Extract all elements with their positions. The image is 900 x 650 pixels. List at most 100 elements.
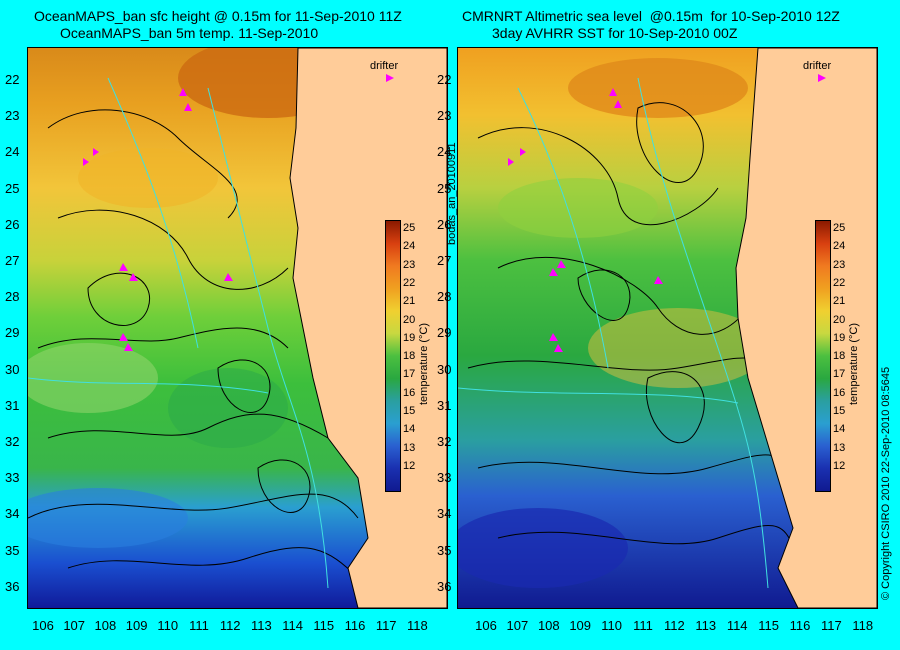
- right-x-tick: 109: [569, 618, 592, 633]
- right-colorbar-tick: 15: [833, 405, 846, 417]
- right-y-tick: 35: [437, 542, 452, 558]
- right-y-tick: 33: [437, 470, 452, 486]
- left-map-svg: [28, 48, 447, 608]
- right-drifter-arrow-icon: [818, 74, 826, 82]
- right-x-tick: 114: [726, 618, 748, 633]
- left-title-line1: OceanMAPS_ban sfc height @ 0.15m for 11-…: [34, 8, 402, 24]
- right-x-tick: 112: [664, 618, 685, 633]
- right-y-tick: 22: [437, 72, 452, 87]
- right-y-tick: 26: [437, 216, 452, 232]
- right-colorbar-tick: 19: [833, 331, 846, 344]
- left-y-tick: 36: [5, 578, 20, 594]
- right-y-tick: 23: [437, 108, 452, 124]
- right-x-tick: 106: [475, 618, 497, 633]
- left-colorbar-tick: 25: [403, 222, 416, 234]
- right-colorbar-tick: 18: [833, 350, 846, 363]
- left-colorbar-tick: 22: [403, 276, 416, 289]
- left-x-tick: 113: [251, 618, 272, 633]
- left-x-tick: 110: [157, 618, 179, 633]
- right-colorbar-tick: 25: [833, 222, 846, 234]
- left-y-tick: 35: [5, 542, 20, 558]
- right-x-tick: 116: [789, 618, 811, 633]
- right-y-tick: 24: [437, 144, 452, 160]
- left-colorbar-tick: 23: [403, 258, 416, 271]
- right-x-tick: 113: [695, 618, 717, 633]
- left-colorbar-tick: 14: [403, 423, 416, 436]
- run-id-label: bodas_an_20100911: [446, 142, 458, 245]
- left-y-tick: 30: [5, 361, 20, 377]
- left-colorbar: [385, 220, 401, 492]
- right-title-line2: 3day AVHRR SST for 10-Sep-2010 00Z: [492, 25, 738, 41]
- copyright-label: © Copyright CSIRO 2010 22-Sep-2010 08:56…: [880, 366, 892, 600]
- left-colorbar-tick: 24: [403, 240, 416, 253]
- left-colorbar-tick: 15: [403, 405, 416, 417]
- left-colorbar-tick: 20: [403, 313, 416, 326]
- right-colorbar-tick: 23: [833, 258, 846, 271]
- right-y-tick: 32: [437, 434, 452, 449]
- right-x-tick: 118: [852, 618, 874, 633]
- right-y-tick: 29: [437, 325, 452, 341]
- right-colorbar-tick: 12: [833, 459, 846, 472]
- right-x-tick: 108: [537, 618, 560, 633]
- left-drifter-label: drifter: [370, 60, 399, 72]
- right-colorbar-tick: 24: [833, 240, 846, 253]
- left-x-tick: 117: [375, 618, 397, 633]
- left-y-tick: 23: [5, 108, 20, 124]
- right-x-tick: 107: [506, 618, 529, 633]
- left-colorbar-tick: 17: [403, 368, 416, 381]
- right-colorbar-tick: 21: [833, 295, 846, 308]
- left-title-line2: OceanMAPS_ban 5m temp. 11-Sep-2010: [60, 25, 319, 41]
- right-y-tick: 31: [437, 397, 452, 413]
- right-colorbar-tick: 16: [833, 386, 846, 399]
- right-y-tick: 34: [437, 506, 452, 522]
- left-colorbar-tick: 19: [403, 331, 416, 344]
- right-colorbar: [815, 220, 831, 492]
- right-y-tick: 30: [437, 361, 452, 377]
- right-colorbar-tick: 20: [833, 313, 846, 326]
- left-colorbar-tick: 21: [403, 295, 416, 308]
- left-x-tick: 116: [344, 618, 366, 633]
- left-x-tick: 118: [407, 618, 428, 633]
- right-colorbar-tick: 14: [833, 423, 846, 436]
- left-x-tick: 114: [282, 618, 303, 633]
- left-map-panel: [27, 47, 448, 609]
- right-map-panel: [457, 47, 878, 609]
- left-x-tick: 112: [219, 618, 241, 633]
- left-colorbar-tick: 18: [403, 350, 416, 363]
- left-y-tick: 34: [5, 506, 20, 522]
- left-x-tick: 108: [94, 618, 117, 633]
- right-y-tick: 28: [437, 289, 452, 305]
- right-y-tick: 36: [437, 578, 452, 594]
- right-x-tick: 110: [601, 618, 622, 633]
- left-y-tick: 22: [5, 72, 20, 87]
- left-x-tick: 111: [189, 618, 209, 633]
- right-map-svg: [458, 48, 877, 608]
- right-colorbar-label: temperature (°C): [848, 322, 860, 405]
- left-y-tick: 33: [5, 470, 20, 486]
- left-x-tick: 109: [125, 618, 148, 633]
- left-y-tick: 31: [5, 397, 20, 413]
- left-colorbar-tick: 13: [403, 441, 416, 454]
- right-x-tick: 115: [758, 618, 779, 633]
- right-x-tick: 117: [821, 618, 842, 633]
- right-colorbar-tick: 13: [833, 441, 846, 454]
- right-y-tick: 25: [437, 180, 452, 196]
- right-colorbar-tick: 17: [833, 368, 846, 381]
- left-y-tick: 26: [5, 216, 20, 232]
- right-x-tick: 111: [633, 618, 653, 633]
- left-colorbar-tick: 12: [403, 459, 416, 472]
- right-drifter-label: drifter: [803, 60, 832, 72]
- left-y-tick: 27: [5, 253, 20, 268]
- right-colorbar-tick: 22: [833, 276, 846, 289]
- left-y-tick: 29: [5, 325, 20, 341]
- left-colorbar-label: temperature (°C): [418, 322, 430, 405]
- left-x-tick: 115: [313, 618, 335, 633]
- right-title-line1: CMRNRT Altimetric sea level @0.15m for 1…: [462, 8, 840, 24]
- left-y-tick: 24: [5, 144, 20, 160]
- left-y-tick: 25: [5, 180, 20, 196]
- left-y-tick: 32: [5, 434, 20, 449]
- right-y-tick: 27: [437, 253, 452, 268]
- left-x-tick: 106: [32, 618, 54, 633]
- left-colorbar-tick: 16: [403, 386, 416, 399]
- left-y-tick: 28: [5, 289, 20, 305]
